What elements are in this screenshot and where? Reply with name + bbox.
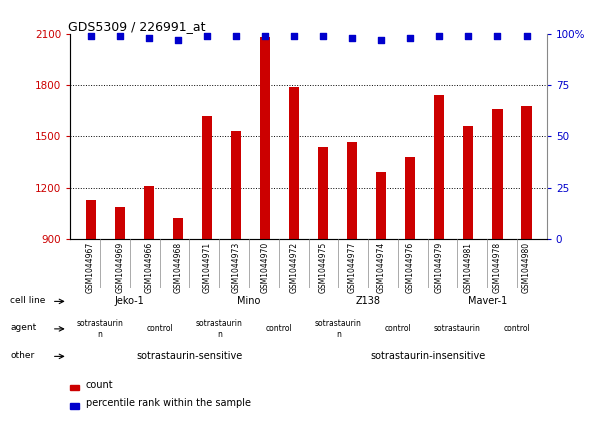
Point (347, 35, 357, 41)
Text: GDS5309 / 226991_at: GDS5309 / 226991_at (68, 20, 205, 33)
Point (173, 37, 183, 44)
Bar (405, 157, 415, 239)
Text: control: control (384, 324, 411, 333)
Bar (231, 131, 241, 239)
Bar (289, 87, 299, 239)
Text: percentile rank within the sample: percentile rank within the sample (86, 398, 251, 408)
Bar (318, 147, 328, 239)
Text: sotrastaurin
n: sotrastaurin n (196, 319, 243, 338)
Bar (463, 126, 474, 239)
Point (202, 33, 212, 39)
Text: Mino: Mino (237, 297, 261, 306)
Bar (202, 116, 212, 239)
Text: other: other (10, 351, 35, 360)
Point (522, 33, 532, 39)
Text: agent: agent (10, 323, 37, 332)
Text: sotrastaurin
n: sotrastaurin n (315, 319, 362, 338)
Point (318, 33, 328, 39)
Bar (115, 206, 125, 239)
Point (86, 33, 95, 39)
Point (434, 33, 444, 39)
Point (231, 33, 241, 39)
Bar (492, 109, 502, 239)
Bar (376, 172, 386, 239)
Text: cell line: cell line (10, 296, 46, 305)
Bar (434, 96, 444, 239)
Bar (144, 186, 154, 239)
Text: control: control (265, 324, 292, 333)
Point (260, 33, 270, 39)
Text: Maver-1: Maver-1 (467, 297, 507, 306)
Point (376, 37, 386, 44)
Bar (521, 106, 532, 239)
Point (405, 35, 415, 41)
Text: Jeko-1: Jeko-1 (115, 297, 145, 306)
Point (144, 35, 153, 41)
Text: sotrastaurin
n: sotrastaurin n (76, 319, 123, 338)
Text: sotrastaurin-insensitive: sotrastaurin-insensitive (370, 352, 485, 361)
Bar (173, 219, 183, 239)
Bar (86, 200, 96, 239)
Bar (70, 404, 79, 409)
Point (464, 33, 474, 39)
Bar (260, 37, 270, 239)
Point (115, 33, 125, 39)
Text: sotrastaurin: sotrastaurin (434, 324, 481, 333)
Text: sotrastaurin-sensitive: sotrastaurin-sensitive (136, 352, 243, 361)
Text: count: count (86, 380, 113, 390)
Point (492, 33, 502, 39)
Point (289, 33, 299, 39)
Text: control: control (503, 324, 530, 333)
Bar (347, 142, 357, 239)
Text: Z138: Z138 (356, 297, 381, 306)
Text: control: control (146, 324, 173, 333)
Bar (70, 385, 79, 390)
